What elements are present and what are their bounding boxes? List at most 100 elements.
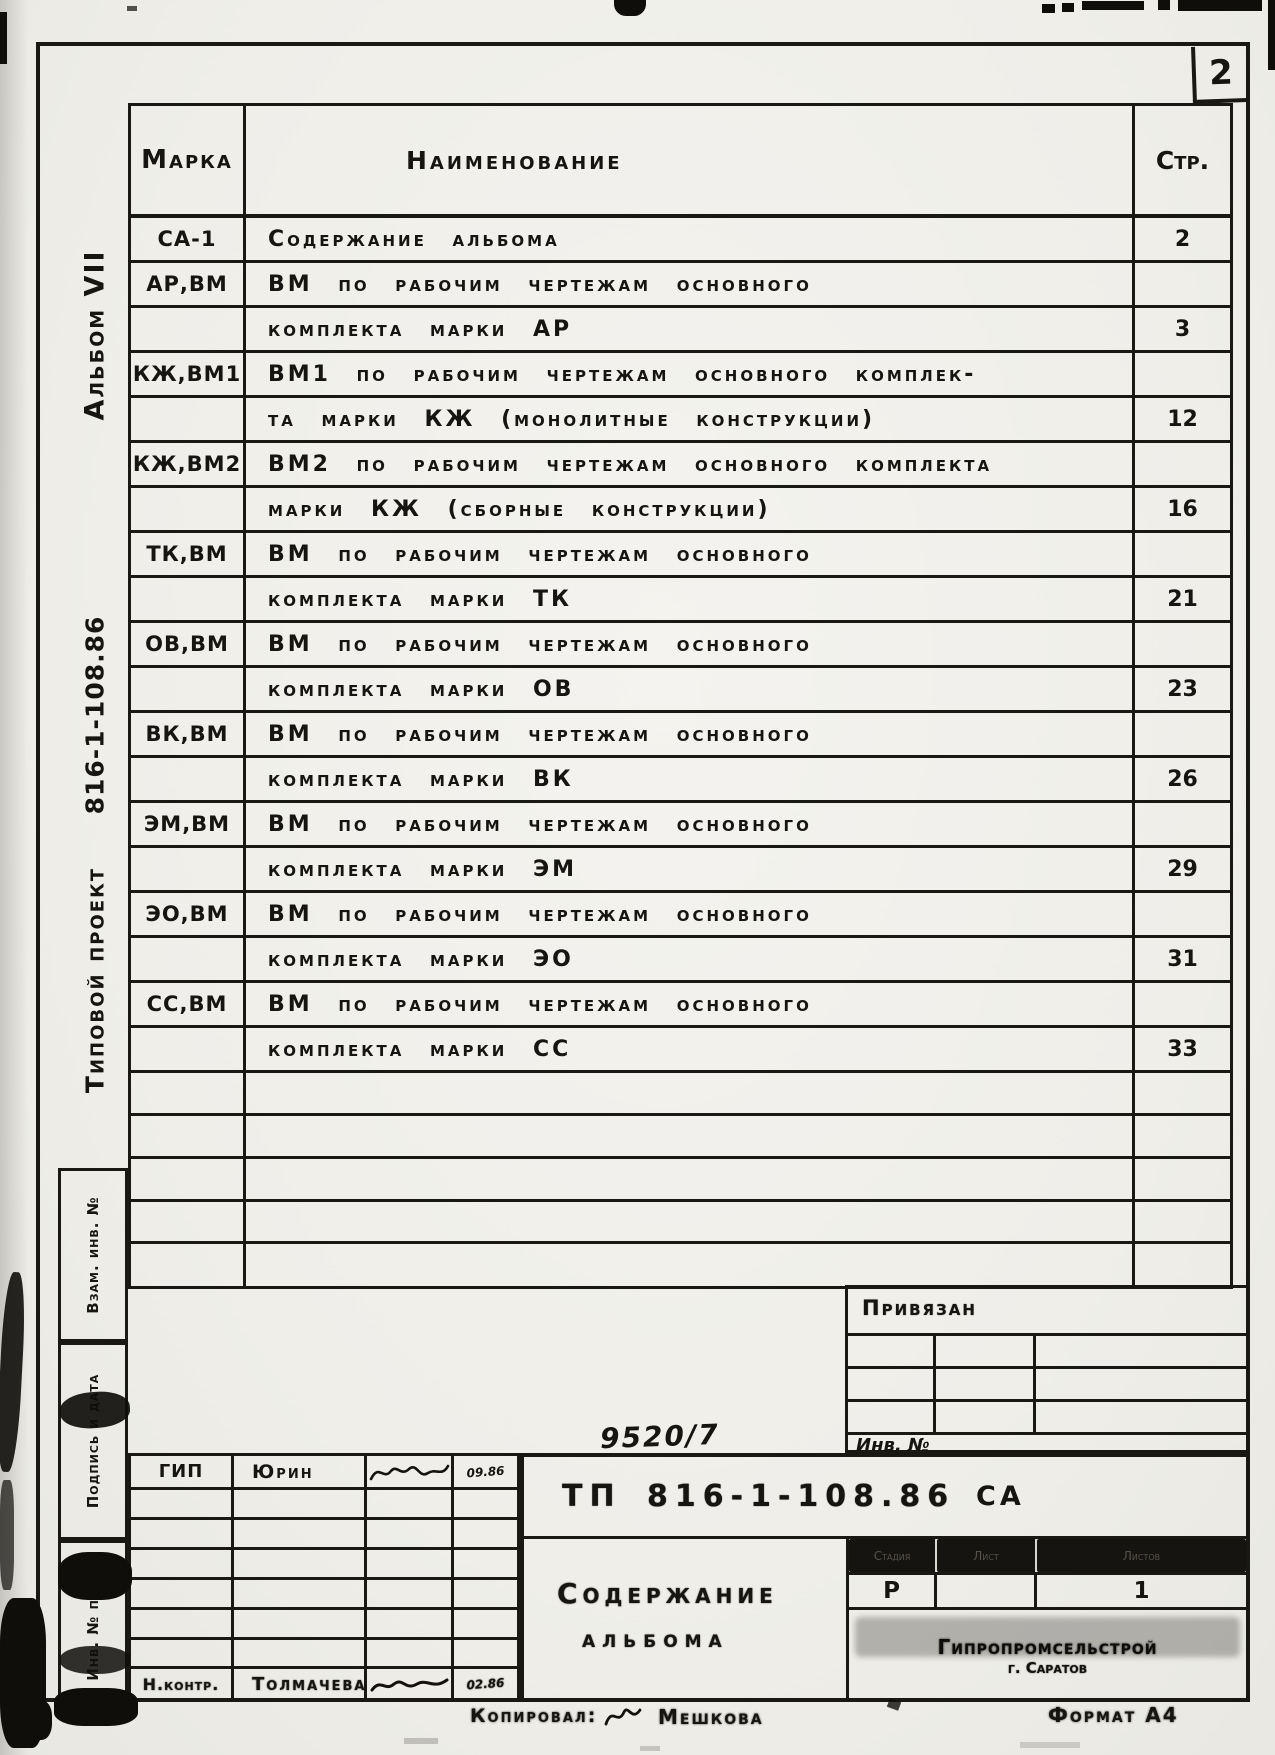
side-label-album: Альбом VII (79, 249, 111, 421)
cell-page (1135, 263, 1230, 305)
cell-mark: ОВ,ВМ (131, 623, 246, 665)
name-cell (234, 1640, 367, 1666)
signature-row (131, 1640, 517, 1669)
copied-by-name: Мешкова (658, 1705, 764, 1729)
col-header-name: Наименование (246, 106, 1135, 214)
mark-code: СА (976, 1481, 1025, 1512)
signature-squiggle (369, 1464, 450, 1480)
margin-box-podpis-data: Подпись и дата (58, 1342, 128, 1540)
cell-page (1135, 983, 1230, 1025)
signature-cell (367, 1490, 454, 1517)
signature-cell (367, 1550, 454, 1577)
stamp-code-row: ТП 816-1-108.86 СА (524, 1457, 1246, 1539)
handwritten-inventory-number: 9520/7 (599, 1417, 721, 1456)
sheet-value (937, 1575, 1037, 1607)
stamp-title-line2: альбома (582, 1625, 729, 1653)
signature-cell (367, 1610, 454, 1637)
cell-mark (131, 308, 246, 350)
cell-page: 31 (1167, 946, 1198, 972)
stage-value-row: Р 1 (849, 1572, 1246, 1610)
cell-page: 29 (1167, 856, 1198, 882)
cell-mark (131, 398, 246, 440)
cell-name: комплекта марки АР (246, 308, 1135, 350)
table-row: комплекта марки ОВ 23 (131, 668, 1230, 713)
cell-page: 16 (1167, 496, 1198, 522)
cell-page (1135, 1073, 1230, 1113)
scan-artifact (1158, 0, 1170, 10)
title-stamp: ТП 816-1-108.86 СА Содержание альбома Ст… (520, 1453, 1250, 1702)
scan-artifact (127, 6, 137, 11)
role-cell: ГИП (131, 1456, 234, 1487)
organization-name: Гипропромсельстрой (937, 1634, 1158, 1659)
cell-mark (131, 488, 246, 530)
cell-name (246, 1116, 1135, 1156)
table-row (131, 1073, 1230, 1116)
cell-mark: СС,ВМ (131, 983, 246, 1025)
ink-smudge (58, 1552, 132, 1600)
organization-block: Гипропромсельстрой г. Саратов (849, 1613, 1246, 1698)
stage-header: Стадия (849, 1539, 937, 1572)
role-cell (131, 1580, 234, 1607)
sheet-number-box: 2 (1191, 45, 1247, 104)
cell-page: 33 (1167, 1036, 1198, 1062)
table-row: марки КЖ (сборные конструкции) 16 (131, 488, 1230, 533)
scan-artifact (640, 1746, 660, 1751)
format-label: Формат А4 (1048, 1703, 1179, 1727)
cell-name: комплекта марки ВК (246, 758, 1135, 800)
signature-row: ГИП Юрин 09.86 (131, 1456, 517, 1490)
cell-mark (131, 758, 246, 800)
cell-page (1135, 1244, 1230, 1286)
date-cell (454, 1580, 517, 1607)
stage-header-row: Стадия Лист Листов (849, 1539, 1246, 1572)
cell-name: комплекта марки ТК (246, 578, 1135, 620)
role-cell (131, 1520, 234, 1547)
cell-mark (131, 1244, 246, 1286)
cell-page: 2 (1174, 226, 1191, 252)
cell-page (1135, 1116, 1230, 1156)
scan-artifact (404, 1738, 438, 1744)
date-cell (454, 1520, 517, 1547)
table-row: КЖ,ВМ2 ВМ2 по рабочим чертежам основного … (131, 443, 1230, 488)
cell-name (246, 1244, 1135, 1286)
table-row: ЭМ,ВМ ВМ по рабочим чертежам основного (131, 803, 1230, 848)
organization-city: г. Саратов (1007, 1658, 1088, 1677)
margin-box-label: Взам. инв. № (84, 1196, 102, 1314)
signature-row (131, 1610, 517, 1640)
name-cell (234, 1520, 367, 1547)
name-cell (234, 1550, 367, 1577)
signature-cell (367, 1640, 454, 1666)
table-row: комплекта марки АР 3 (131, 308, 1230, 353)
sheets-value: 1 (1133, 1578, 1150, 1604)
date-cell: 09.86 (466, 1463, 505, 1480)
attached-box: Привязан Инв. № (845, 1285, 1250, 1456)
signature-row (131, 1490, 517, 1520)
cell-mark: ЭМ,ВМ (131, 803, 246, 845)
date-cell: 02.86 (466, 1675, 505, 1693)
table-row (131, 1116, 1230, 1159)
role-cell (131, 1550, 234, 1577)
date-cell (454, 1490, 517, 1517)
cell-name: марки КЖ (сборные конструкции) (246, 488, 1135, 530)
signature-cell (367, 1520, 454, 1547)
role-cell: Н.контр. (131, 1669, 234, 1699)
name-cell (234, 1490, 367, 1517)
cell-page (1135, 1202, 1230, 1241)
col-header-page: Стр. (1155, 145, 1210, 175)
date-cell (454, 1640, 517, 1666)
toc-header-row: Марка Наименование Стр. (131, 106, 1230, 218)
cell-mark: ВК,ВМ (131, 713, 246, 755)
grid-line (848, 1366, 1247, 1369)
scan-artifact (614, 0, 646, 16)
grid-line (933, 1333, 936, 1432)
signature-cell (367, 1456, 454, 1487)
cell-page (1135, 1159, 1230, 1199)
cell-mark (131, 578, 246, 620)
signature-cell (367, 1669, 454, 1699)
margin-box-vzam-inv: Взам. инв. № (58, 1168, 128, 1342)
name-cell (234, 1610, 367, 1637)
cell-mark: ЭО,ВМ (131, 893, 246, 935)
name-cell (234, 1580, 367, 1607)
cell-name: ВМ по рабочим чертежам основного (246, 533, 1135, 575)
sheets-header: Листов (1037, 1539, 1246, 1572)
